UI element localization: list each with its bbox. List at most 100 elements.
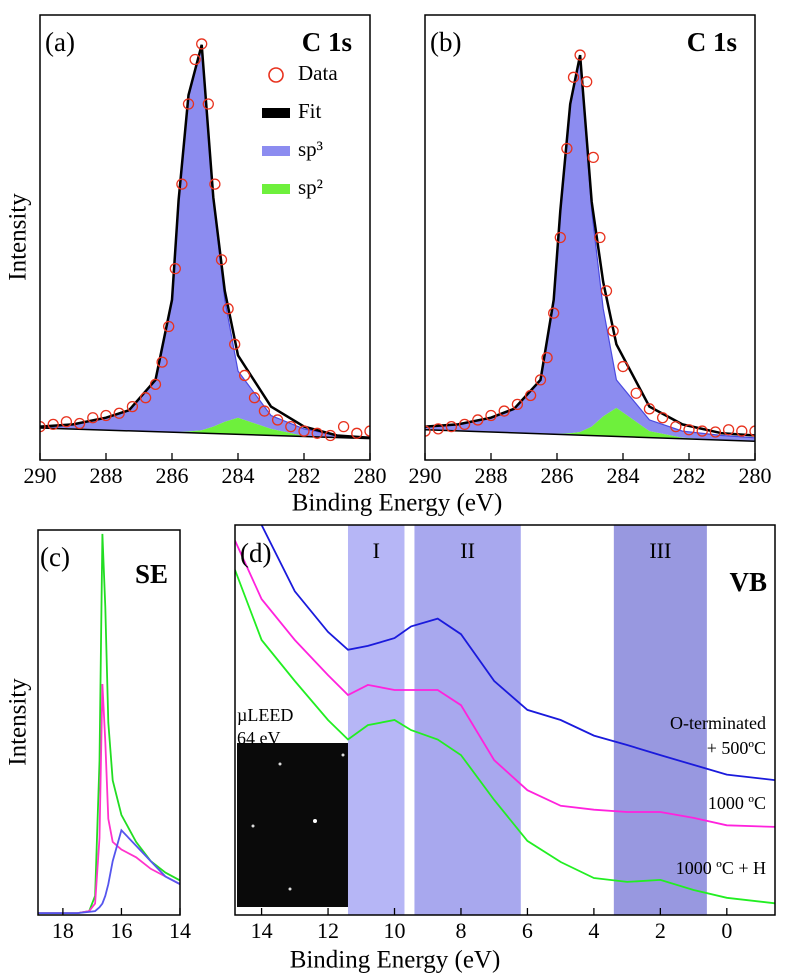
- data-point: [445, 420, 458, 433]
- x-tick-label: 282: [673, 463, 706, 488]
- x-tick-label: 290: [24, 463, 57, 488]
- plot-area: [425, 49, 755, 443]
- data-point: [722, 424, 735, 436]
- plot-frame: [234, 524, 776, 916]
- series-line: [38, 828, 180, 914]
- data-point: [73, 417, 86, 430]
- data-point: [485, 409, 497, 422]
- data-point: [534, 374, 547, 386]
- data-point: [298, 425, 310, 437]
- band-label: I: [373, 538, 380, 563]
- data-point: [248, 392, 261, 404]
- x-tick-label: 4: [588, 918, 599, 943]
- legend-label: sp³: [298, 137, 323, 161]
- data-point: [607, 325, 619, 337]
- data-point: [581, 76, 593, 88]
- x-tick-label: 288: [90, 463, 123, 488]
- data-point: [189, 53, 201, 66]
- inset-label: µLEED: [237, 705, 293, 725]
- data-point: [113, 407, 125, 419]
- data-point: [458, 418, 471, 431]
- data-point: [196, 38, 208, 50]
- leed-spot: [288, 887, 292, 891]
- data-point: [229, 338, 241, 350]
- series-label: 1000 ºC + H: [676, 858, 766, 878]
- data-point: [209, 178, 221, 190]
- data-point: [337, 420, 350, 433]
- x-tick-label: 12: [317, 918, 339, 943]
- panel: 18 16 14 (c) SE Intensity: [5, 529, 191, 943]
- legend-label: Data: [298, 61, 338, 85]
- legend-label: sp²: [298, 175, 323, 199]
- x-tick-label: 8: [455, 918, 466, 943]
- series-line: [425, 54, 755, 437]
- band: [414, 525, 521, 915]
- data-point: [749, 425, 755, 437]
- data-point: [149, 378, 162, 391]
- legend-label: Fit: [298, 99, 322, 123]
- data-point: [656, 412, 669, 424]
- panel-label: (a): [45, 27, 75, 57]
- panel-title: C 1s: [687, 27, 737, 57]
- panel: 290 288 286 284 282 280 (b) C 1s: [409, 14, 772, 488]
- data-point: [524, 389, 537, 402]
- data-point: [40, 420, 46, 433]
- band-label: III: [649, 538, 671, 563]
- y-axis-label: Intensity: [5, 193, 32, 281]
- data-point: [630, 387, 642, 399]
- x-tick-label: 290: [409, 463, 442, 488]
- panel: 290 288 286 284 282 280 (a) C 1s Intensity Bindin…: [5, 14, 502, 517]
- legend-swatch: [262, 146, 290, 156]
- x-tick-label: 16: [110, 918, 132, 943]
- data-point: [736, 425, 748, 437]
- band-label: II: [460, 538, 475, 563]
- x-tick-label: 286: [156, 463, 189, 488]
- plot-frame: [39, 14, 371, 461]
- data-point: [696, 425, 708, 437]
- leed-spot: [341, 753, 345, 757]
- legend-swatch: [262, 184, 290, 194]
- x-tick-label: 280: [739, 463, 772, 488]
- area: [425, 55, 755, 442]
- x-tick-label: 284: [222, 463, 255, 488]
- data-point: [60, 416, 73, 428]
- data-point: [432, 423, 444, 435]
- panel-label: (d): [240, 538, 271, 568]
- background-line: [40, 427, 370, 440]
- data-point: [498, 405, 510, 417]
- series-line: [235, 569, 775, 905]
- data-point: [163, 320, 175, 333]
- data-point: [271, 414, 284, 426]
- data-point: [47, 418, 59, 431]
- data-point: [182, 98, 195, 110]
- data-point: [215, 254, 228, 266]
- panel-label: (b): [430, 27, 461, 57]
- leed-spot: [251, 824, 255, 828]
- data-point: [351, 427, 363, 439]
- data-point: [100, 409, 112, 422]
- leed-spot: [278, 762, 282, 766]
- x-tick-label: 2: [655, 918, 666, 943]
- x-tick-label: 18: [52, 918, 74, 943]
- data-point: [285, 420, 297, 433]
- data-point: [683, 424, 695, 436]
- series-line: [40, 44, 370, 440]
- data-point: [643, 403, 656, 415]
- panel-title: C 1s: [302, 27, 352, 57]
- panel-title: SE: [135, 559, 168, 589]
- x-tick-label: 284: [607, 463, 640, 488]
- area: [40, 44, 370, 439]
- series-label: 1000 ºC: [708, 793, 766, 813]
- data-point: [311, 427, 323, 439]
- area: [40, 417, 370, 439]
- legend-marker: [268, 67, 284, 83]
- data-point: [600, 285, 613, 297]
- data-point: [511, 398, 524, 411]
- series-label: O-terminated: [670, 713, 766, 733]
- data-point: [258, 405, 271, 417]
- x-tick-label: 6: [522, 918, 533, 943]
- data-point: [238, 369, 251, 382]
- data-point: [126, 400, 139, 413]
- data-point: [567, 71, 580, 83]
